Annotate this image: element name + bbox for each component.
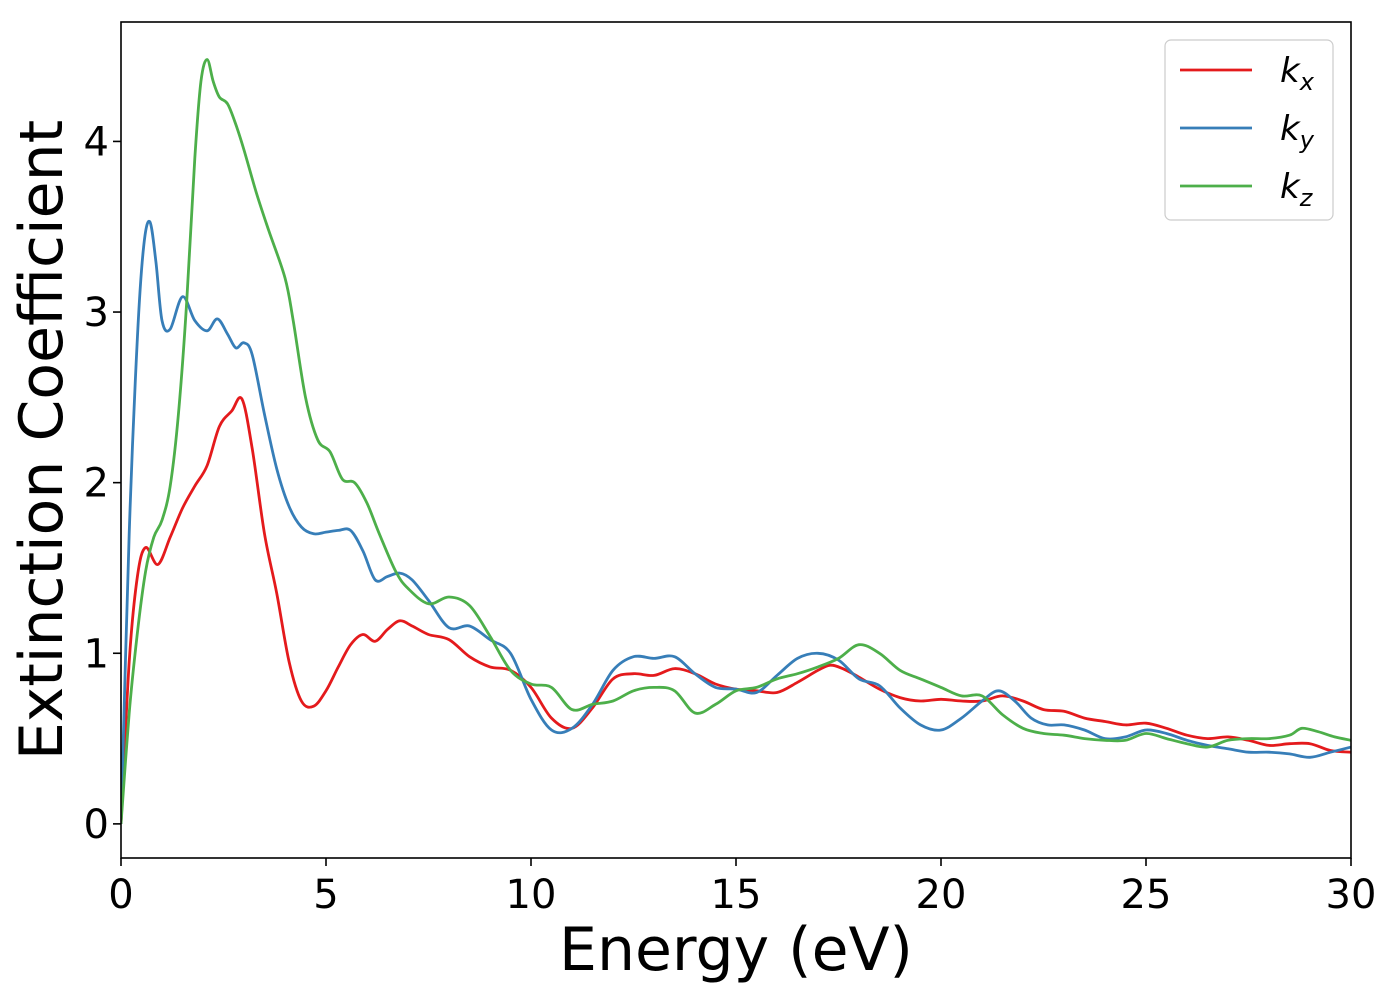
legend-box xyxy=(1164,39,1334,221)
x-tick-label: 0 xyxy=(108,872,133,918)
legend-label-subscript: z xyxy=(1299,184,1314,212)
y-tick-label: 0 xyxy=(84,802,109,848)
x-tick-label: 20 xyxy=(916,872,967,918)
legend-label-base: k xyxy=(1280,109,1301,149)
y-axis: 0 1 2 3 4 xyxy=(84,119,121,848)
x-tick-label: 5 xyxy=(313,872,338,918)
legend-label-ky: ky xyxy=(1280,109,1315,154)
y-tick-label: 1 xyxy=(84,631,109,677)
y-tick-label: 2 xyxy=(84,461,109,507)
x-axis: 0 5 10 15 20 25 30 xyxy=(108,858,1376,918)
x-axis-label: Energy (eV) xyxy=(559,915,913,985)
legend-label-kz: kz xyxy=(1280,167,1314,212)
legend-label-base: k xyxy=(1280,167,1301,207)
series-line-kx xyxy=(121,396,1351,824)
legend-label-subscript: y xyxy=(1299,126,1315,154)
x-tick-label: 25 xyxy=(1121,872,1172,918)
y-axis-label: Extinction Coefficient xyxy=(7,120,77,760)
legend-label-subscript: x xyxy=(1299,68,1315,96)
x-tick-label: 30 xyxy=(1326,872,1377,918)
y-tick-label: 3 xyxy=(84,290,109,336)
series-line-ky xyxy=(121,219,1351,824)
series-layer xyxy=(121,58,1351,825)
y-tick-label: 4 xyxy=(84,119,109,165)
legend-label-base: k xyxy=(1280,51,1301,91)
x-tick-label: 15 xyxy=(711,872,762,918)
series-line-kz xyxy=(121,58,1351,825)
legend-label-kx: kx xyxy=(1280,51,1315,96)
x-tick-label: 10 xyxy=(506,872,557,918)
